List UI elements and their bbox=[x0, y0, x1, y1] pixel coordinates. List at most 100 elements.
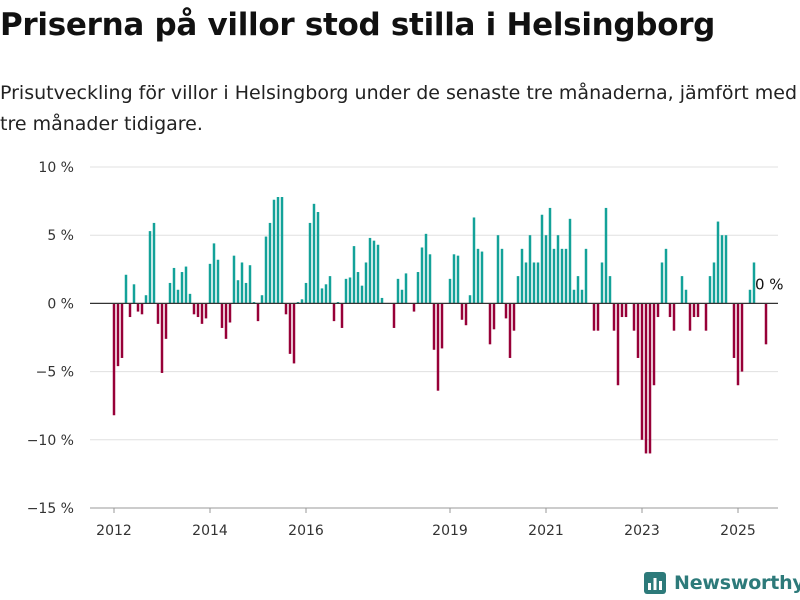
bar bbox=[324, 284, 328, 304]
bar bbox=[692, 303, 696, 318]
bar bbox=[636, 303, 640, 358]
bar bbox=[604, 207, 608, 304]
bar bbox=[156, 303, 160, 324]
bar bbox=[380, 297, 384, 304]
bar bbox=[432, 303, 436, 350]
bar bbox=[428, 254, 432, 304]
bar bbox=[452, 254, 456, 304]
bar bbox=[560, 248, 564, 304]
bar bbox=[352, 246, 356, 304]
bar bbox=[124, 274, 128, 304]
bar bbox=[348, 277, 352, 304]
bar bbox=[184, 266, 188, 304]
x-tick-label: 2025 bbox=[720, 523, 756, 539]
bar bbox=[716, 221, 720, 304]
bar bbox=[264, 236, 268, 304]
bar bbox=[508, 303, 512, 358]
bar bbox=[392, 303, 396, 328]
bar bbox=[704, 303, 708, 331]
bar bbox=[160, 303, 164, 373]
bar bbox=[536, 262, 540, 304]
bar bbox=[532, 262, 536, 304]
y-tick-label: 0 % bbox=[47, 296, 74, 312]
bar bbox=[424, 233, 428, 304]
bar bbox=[236, 280, 240, 304]
bar bbox=[164, 303, 168, 339]
bar bbox=[328, 276, 332, 304]
bar bbox=[188, 293, 192, 304]
bar bbox=[288, 303, 292, 354]
bar bbox=[196, 303, 200, 318]
bar bbox=[584, 248, 588, 304]
bar bbox=[660, 262, 664, 304]
bar bbox=[204, 303, 208, 319]
bar bbox=[136, 303, 140, 312]
bar bbox=[216, 259, 220, 304]
bar bbox=[600, 262, 604, 304]
x-tick-label: 2019 bbox=[432, 523, 468, 539]
bar bbox=[208, 263, 212, 304]
bar bbox=[460, 303, 464, 320]
bar bbox=[312, 203, 316, 304]
bar bbox=[240, 262, 244, 304]
bar bbox=[296, 302, 300, 304]
bar bbox=[656, 303, 660, 318]
bar bbox=[608, 276, 612, 304]
bar bbox=[548, 207, 552, 304]
bar bbox=[356, 272, 360, 304]
bar bbox=[712, 262, 716, 304]
bar bbox=[480, 251, 484, 304]
bar bbox=[116, 303, 120, 367]
bar bbox=[544, 235, 548, 304]
bar bbox=[648, 303, 652, 454]
bar bbox=[192, 303, 196, 315]
bar bbox=[576, 276, 580, 304]
bar bbox=[316, 212, 320, 304]
bar bbox=[228, 303, 232, 323]
bar bbox=[684, 289, 688, 304]
bar bbox=[440, 303, 444, 349]
bar bbox=[448, 278, 452, 304]
bar bbox=[416, 272, 420, 304]
bar bbox=[472, 217, 476, 304]
bar bbox=[372, 240, 376, 304]
bar bbox=[340, 303, 344, 328]
bar bbox=[580, 289, 584, 304]
bar bbox=[596, 303, 600, 331]
bar bbox=[736, 303, 740, 386]
bar bbox=[672, 303, 676, 331]
bar bbox=[276, 197, 280, 304]
y-tick-label: −5 % bbox=[36, 365, 74, 381]
bar bbox=[244, 282, 248, 304]
y-tick-label: 5 % bbox=[47, 228, 74, 244]
bar bbox=[516, 276, 520, 304]
x-tick-label: 2012 bbox=[96, 523, 132, 539]
bar bbox=[644, 303, 648, 454]
bar bbox=[468, 295, 472, 304]
x-tick-label: 2021 bbox=[528, 523, 564, 539]
bar bbox=[280, 197, 284, 304]
bar bbox=[652, 303, 656, 386]
bar bbox=[220, 303, 224, 328]
bar bbox=[540, 214, 544, 304]
bar bbox=[616, 303, 620, 386]
bar bbox=[592, 303, 596, 331]
chart-title: Priserna på villor stod stilla i Helsing… bbox=[0, 7, 716, 43]
bar bbox=[696, 303, 700, 318]
bar bbox=[740, 303, 744, 372]
bar bbox=[720, 235, 724, 304]
bar bbox=[732, 303, 736, 358]
bar bbox=[212, 243, 216, 304]
bar bbox=[256, 303, 260, 322]
bar bbox=[168, 282, 172, 304]
bar bbox=[308, 222, 312, 304]
bar bbox=[632, 303, 636, 331]
bar bbox=[200, 303, 204, 324]
newsworthy-logo[interactable]: Newsworthy bbox=[644, 568, 800, 598]
bar bbox=[624, 303, 628, 318]
x-tick-label: 2016 bbox=[288, 523, 324, 539]
bar bbox=[292, 303, 296, 364]
bar bbox=[132, 284, 136, 304]
bar bbox=[488, 303, 492, 345]
bars bbox=[112, 197, 768, 454]
